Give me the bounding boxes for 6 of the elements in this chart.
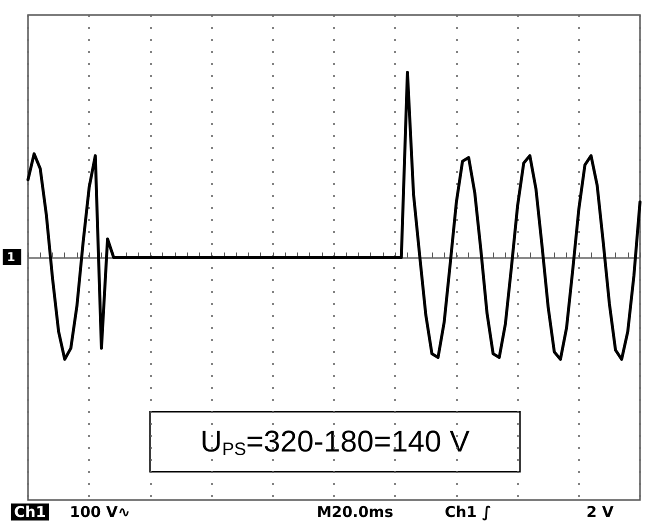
text: 100 V∿ (70, 503, 130, 521)
text: 1 (6, 250, 16, 264)
text: 2 V (586, 503, 614, 521)
text: Ch1 (14, 503, 46, 521)
text: Ch1 ∫ (444, 503, 492, 521)
text: M20.0ms (316, 503, 394, 521)
